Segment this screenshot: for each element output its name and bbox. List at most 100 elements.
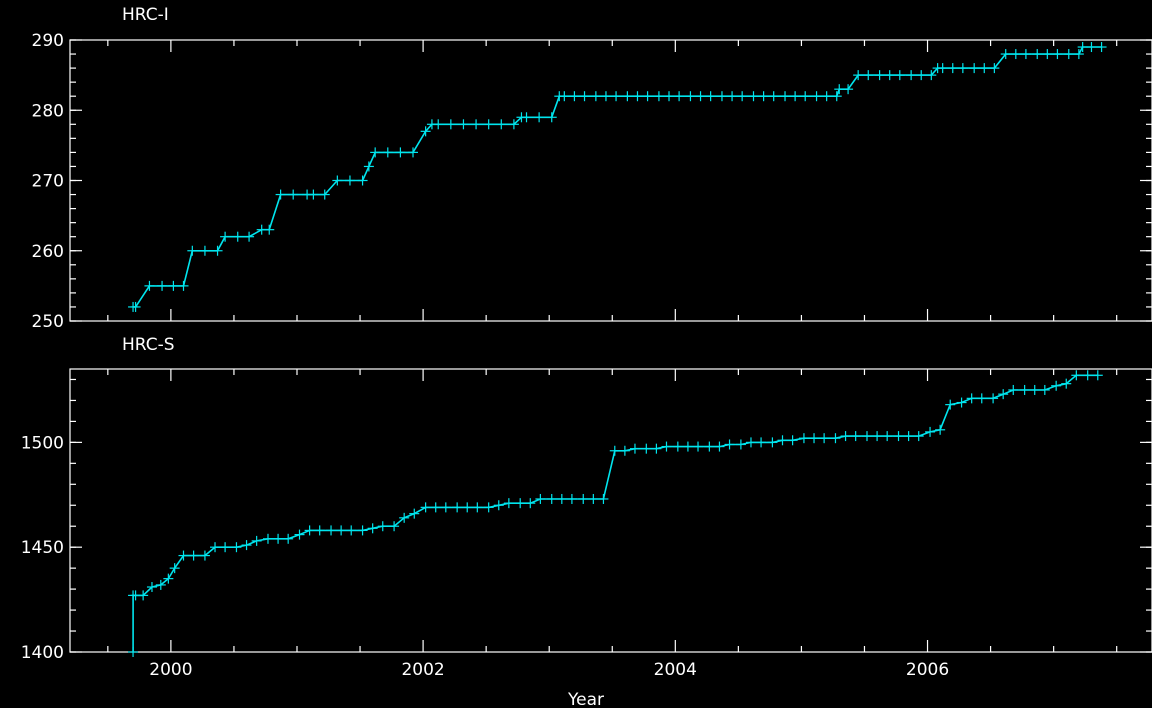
y-tick-label: 270 xyxy=(32,172,64,192)
data-point xyxy=(579,91,590,102)
data-point xyxy=(1039,384,1050,395)
data-point xyxy=(336,525,347,536)
data-point xyxy=(1008,384,1019,395)
data-point xyxy=(1000,49,1011,60)
data-point xyxy=(503,498,514,509)
data-point xyxy=(798,433,809,444)
data-point xyxy=(672,441,683,452)
data-point xyxy=(1073,49,1084,60)
data-point xyxy=(768,91,779,102)
data-point xyxy=(1086,42,1097,53)
data-point xyxy=(326,525,337,536)
data-point xyxy=(357,525,368,536)
data-point xyxy=(653,91,664,102)
data-point xyxy=(546,112,557,123)
data-point xyxy=(483,502,494,513)
data-point xyxy=(642,91,653,102)
data-point xyxy=(874,70,885,81)
data-point xyxy=(232,231,243,242)
data-point xyxy=(1032,49,1043,60)
data-point xyxy=(440,502,451,513)
data-point xyxy=(496,119,507,130)
data-point xyxy=(913,431,924,442)
data-point xyxy=(409,508,420,519)
hrc-s-x-ticks: 2000 2002 2004 2006 xyxy=(107,369,1118,680)
data-point xyxy=(674,91,685,102)
data-point xyxy=(1063,49,1074,60)
y-tick-label: 1450 xyxy=(21,538,64,558)
data-point xyxy=(737,91,748,102)
data-point xyxy=(863,70,874,81)
data-point xyxy=(956,397,967,408)
data-point xyxy=(169,563,180,574)
data-point xyxy=(163,573,174,584)
data-point xyxy=(651,443,662,454)
data-point xyxy=(861,431,872,442)
data-point xyxy=(382,147,393,158)
y-tick-label: 250 xyxy=(32,312,64,332)
data-point xyxy=(714,441,725,452)
data-point xyxy=(493,500,504,511)
data-point xyxy=(1020,49,1031,60)
data-point xyxy=(622,91,633,102)
data-point xyxy=(664,91,675,102)
data-point xyxy=(138,590,149,601)
hrc-i-y-ticks: 250 260 270 280 290 xyxy=(32,31,1152,332)
data-point xyxy=(830,433,841,444)
hrc-s-y-ticks: 1400 1450 1500 xyxy=(21,378,1152,663)
data-point xyxy=(556,493,567,504)
data-point xyxy=(819,433,830,444)
data-point xyxy=(210,542,221,553)
data-point xyxy=(178,550,189,561)
data-point xyxy=(588,493,599,504)
data-point xyxy=(534,112,545,123)
data-point xyxy=(420,502,431,513)
data-point xyxy=(178,280,189,291)
data-point xyxy=(872,431,883,442)
data-point xyxy=(926,70,937,81)
data-point xyxy=(705,91,716,102)
data-point xyxy=(745,437,756,448)
data-point xyxy=(559,91,570,102)
data-point xyxy=(758,91,769,102)
data-point xyxy=(535,493,546,504)
data-point xyxy=(408,147,419,158)
data-point xyxy=(935,424,946,435)
data-point xyxy=(937,63,948,74)
data-point xyxy=(367,523,378,534)
data-point xyxy=(724,439,735,450)
y-tick-label: 290 xyxy=(32,31,64,51)
hrc-i-markers xyxy=(128,42,1107,312)
data-point xyxy=(609,445,620,456)
data-point xyxy=(525,498,536,509)
data-point xyxy=(399,512,410,523)
data-point xyxy=(629,443,640,454)
data-point xyxy=(882,431,893,442)
data-point xyxy=(969,63,980,74)
data-point xyxy=(853,70,864,81)
data-point xyxy=(264,224,275,235)
data-point xyxy=(370,147,381,158)
hrc-s-panel: HRC-S 1400 1450 1500 2000 2002 2004 2006 Year xyxy=(21,335,1152,708)
data-point xyxy=(704,441,715,452)
data-point xyxy=(966,393,977,404)
data-point xyxy=(989,63,1000,74)
data-point xyxy=(947,63,958,74)
data-point xyxy=(304,525,315,536)
x-axis-label: Year xyxy=(567,690,604,708)
data-point xyxy=(508,119,519,130)
data-point xyxy=(130,301,141,312)
data-point xyxy=(945,399,956,410)
data-point xyxy=(377,521,388,532)
data-point xyxy=(735,439,746,450)
data-point xyxy=(787,435,798,446)
data-point xyxy=(144,280,155,291)
data-point xyxy=(420,126,431,137)
hrc-i-plot-frame xyxy=(69,39,1152,322)
data-point xyxy=(811,91,822,102)
data-point xyxy=(445,119,456,130)
data-point xyxy=(389,521,400,532)
data-point xyxy=(188,550,199,561)
data-point xyxy=(976,393,987,404)
